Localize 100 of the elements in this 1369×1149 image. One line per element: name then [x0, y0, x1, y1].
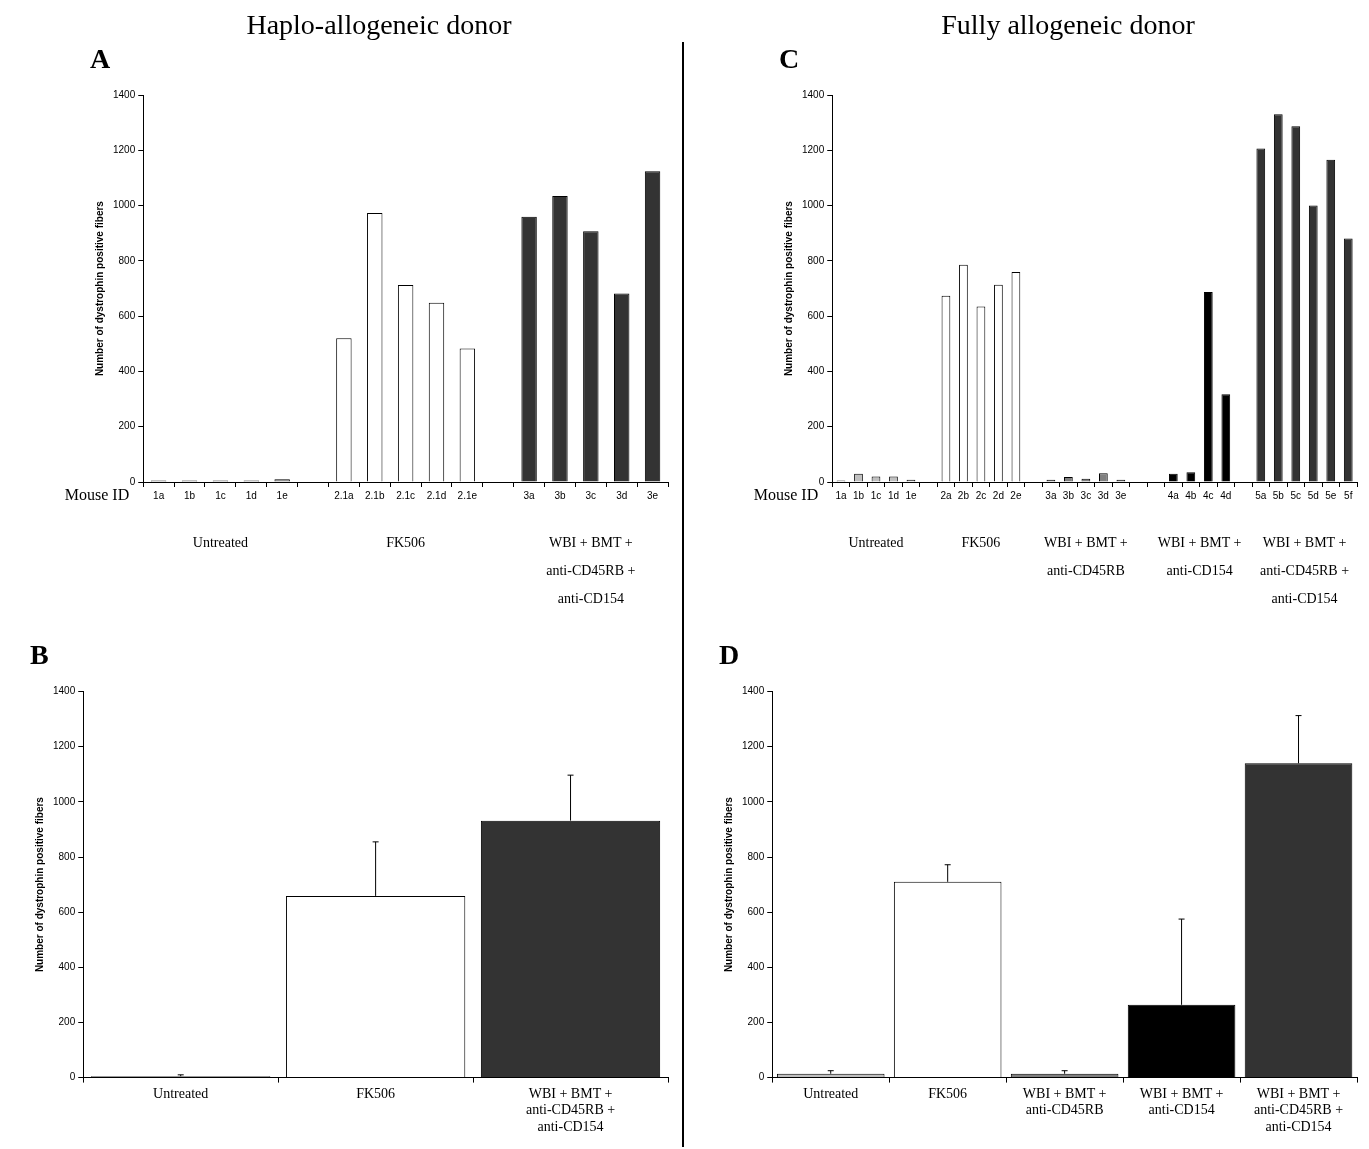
y-tick-label: 1400	[742, 685, 765, 697]
y-tick-label: 1200	[113, 144, 136, 156]
y-tick-label: 200	[747, 1016, 765, 1028]
x-tick-label: 1a	[835, 489, 847, 501]
x-tick-label: 4d	[1220, 489, 1232, 501]
y-tick-label: 1000	[53, 795, 76, 807]
y-tick-label: 400	[118, 365, 136, 377]
x-tick-label: 1d	[887, 489, 900, 501]
x-tick-label: 3d	[616, 489, 628, 501]
chart-subtitle: C	[779, 42, 800, 74]
x-tick-label: 3c	[585, 489, 597, 501]
x-tick-label: 4a	[1167, 489, 1180, 501]
x-tick-label: 1e	[276, 489, 289, 501]
text: FK506	[386, 534, 426, 550]
x-tick-label: 2a	[940, 489, 952, 501]
y-tick-label: 400	[807, 365, 825, 377]
x-tick-label: 2.1c	[396, 489, 416, 501]
x-tick-label: 1a	[153, 489, 165, 501]
x-tick-label: 2e	[1010, 489, 1022, 501]
text: WBI + BMT + anti-CD45RB + anti-CD154	[546, 534, 636, 606]
y-axis-title: Number of dystrophin positive fibers	[33, 796, 45, 973]
x-tick-label: 1c	[215, 489, 226, 501]
x-tick-label: 3d	[1097, 489, 1109, 501]
y-tick-label: 800	[118, 254, 136, 266]
x-tick-label: WBI + BMT + anti-CD45RB	[1022, 1085, 1107, 1118]
text: Untreated	[192, 534, 249, 550]
chart-title: B	[30, 639, 49, 671]
x-tick-label: 1b	[852, 489, 865, 501]
x-tick-label: 5a	[1255, 489, 1267, 501]
x-tick-label: 1c	[870, 489, 882, 501]
x-axis-title: Mouse ID	[753, 486, 819, 504]
y-axis-title: Number of dystrophin positive fibers	[722, 796, 734, 973]
chart-subtitle: A	[90, 42, 111, 74]
x-tick-label: 1d	[245, 489, 257, 501]
chart-title: Haplo-allogeneic donor	[246, 9, 513, 41]
x-tick-label: 3a	[523, 489, 536, 501]
x-tick-label: WBI + BMT + anti-CD45RB + anti-CD154	[1253, 1085, 1344, 1135]
x-axis-title: Mouse ID	[64, 486, 130, 504]
x-tick-label: FK506	[356, 1085, 396, 1101]
y-tick-label: 1400	[53, 685, 76, 697]
y-tick-label: 600	[58, 905, 76, 917]
y-tick-label: 800	[807, 254, 825, 266]
x-tick-label: 2c	[975, 489, 987, 501]
x-tick-label: 2b	[957, 489, 970, 501]
x-tick-label: 3b	[1062, 489, 1075, 501]
text: FK506	[961, 534, 1001, 550]
x-tick-label: 1e	[905, 489, 917, 501]
x-tick-label: 2.1d	[426, 489, 447, 501]
x-tick-label: 2.1a	[334, 489, 355, 501]
y-tick-label: 1400	[113, 88, 136, 100]
x-tick-label: 5e	[1325, 489, 1337, 501]
x-tick-label: 4c	[1203, 489, 1214, 501]
x-tick-label: 2d	[992, 489, 1004, 501]
y-tick-label: 1200	[802, 144, 825, 156]
x-tick-label: WBI + BMT + anti-CD45RB + anti-CD154	[525, 1085, 616, 1135]
y-tick-label: 0	[69, 1071, 76, 1083]
x-tick-label: 5d	[1307, 489, 1319, 501]
y-tick-label: 600	[807, 309, 825, 321]
y-tick-label: 1000	[742, 795, 765, 807]
x-tick-label: 2.1e	[457, 489, 478, 501]
x-tick-label: FK506	[928, 1085, 968, 1101]
x-tick-label: 2.1b	[365, 489, 385, 501]
y-tick-label: 800	[747, 850, 765, 862]
y-axis-title: Number of dystrophin positive fibers	[782, 200, 794, 377]
x-tick-label: 3e	[647, 489, 659, 501]
y-tick-label: 1400	[802, 88, 825, 100]
x-tick-label: Untreated	[153, 1085, 209, 1101]
x-tick-label: 5c	[1290, 489, 1302, 501]
x-tick-label: Untreated	[803, 1085, 859, 1101]
y-tick-label: 1000	[802, 199, 825, 211]
text: WBI + BMT + anti-CD154	[1157, 534, 1242, 578]
x-tick-label: WBI + BMT + anti-CD154	[1139, 1085, 1224, 1118]
y-tick-label: 400	[58, 961, 76, 973]
chart-title: Fully allogeneic donor	[941, 9, 1196, 41]
x-tick-label: 3b	[554, 489, 566, 501]
x-tick-label: 4b	[1185, 489, 1197, 501]
text: WBI + BMT + anti-CD45RB + anti-CD154	[1259, 534, 1350, 606]
x-tick-label: 3e	[1115, 489, 1127, 501]
y-tick-label: 0	[129, 475, 136, 487]
y-tick-label: 0	[758, 1071, 765, 1083]
y-tick-label: 1200	[53, 740, 76, 752]
y-tick-label: 400	[747, 961, 765, 973]
chart-title: D	[719, 639, 740, 671]
y-tick-label: 600	[118, 309, 136, 321]
y-tick-label: 200	[118, 420, 136, 432]
x-tick-label: 5b	[1272, 489, 1285, 501]
y-tick-label: 1000	[113, 199, 136, 211]
x-tick-label: 1b	[183, 489, 196, 501]
y-tick-label: 800	[58, 850, 76, 862]
text: Untreated	[848, 534, 904, 550]
x-tick-label: 3a	[1045, 489, 1057, 501]
text: WBI + BMT + anti-CD45RB	[1044, 534, 1128, 578]
y-tick-label: 0	[818, 475, 825, 487]
y-tick-label: 600	[747, 905, 765, 917]
y-tick-label: 200	[807, 420, 825, 432]
y-axis-title: Number of dystrophin positive fibers	[93, 200, 105, 377]
y-tick-label: 1200	[742, 740, 765, 752]
x-tick-label: 5f	[1344, 489, 1353, 501]
y-tick-label: 200	[58, 1016, 76, 1028]
x-tick-label: 3c	[1080, 489, 1092, 501]
